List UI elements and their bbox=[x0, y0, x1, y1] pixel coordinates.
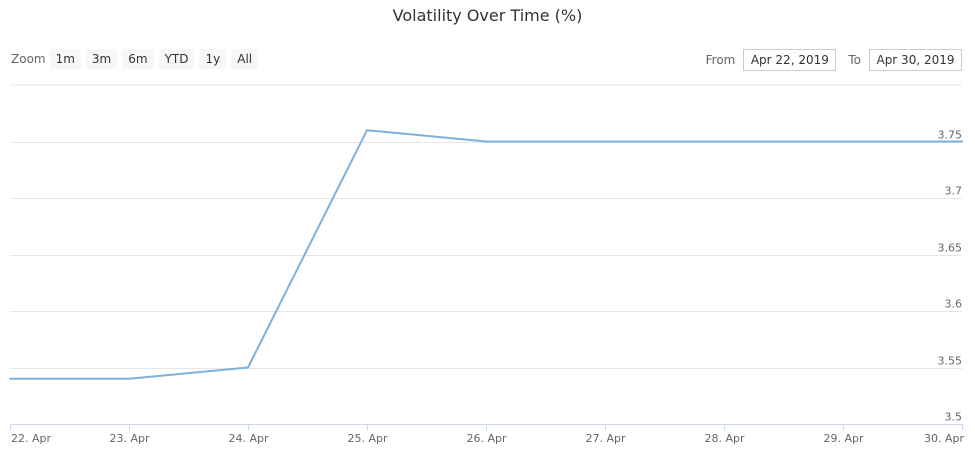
x-tick-label: 23. Apr bbox=[109, 432, 149, 445]
series-layer bbox=[9, 129, 963, 380]
x-tick-label: 26. Apr bbox=[466, 432, 506, 445]
x-tick-label: 30. Apr bbox=[924, 432, 964, 445]
zoom-button-3m[interactable]: 3m bbox=[85, 49, 118, 69]
zoom-button-ytd[interactable]: YTD bbox=[158, 49, 195, 69]
from-date-input[interactable] bbox=[743, 49, 837, 71]
zoom-button-6m[interactable]: 6m bbox=[122, 49, 154, 69]
to-label: To bbox=[848, 53, 861, 67]
x-tick-label: 28. Apr bbox=[704, 432, 744, 445]
x-tick-label: 25. Apr bbox=[347, 432, 387, 445]
y-tick-label: 3.6 bbox=[945, 298, 963, 311]
zoom-button-1y[interactable]: 1y bbox=[199, 49, 227, 69]
y-tick-label: 3.7 bbox=[945, 185, 963, 198]
series-line bbox=[9, 129, 963, 380]
zoom-button-all[interactable]: All bbox=[231, 49, 259, 69]
date-range-selector: From To bbox=[706, 48, 962, 72]
to-date-input[interactable] bbox=[869, 49, 962, 71]
y-tick-label: 3.55 bbox=[938, 355, 963, 368]
grid-lines bbox=[10, 142, 962, 369]
x-tick-label: 24. Apr bbox=[228, 432, 268, 445]
from-label: From bbox=[705, 53, 736, 67]
x-tick-label: 22. Apr bbox=[11, 432, 51, 445]
x-axis: 22. Apr 23. Apr 24. Apr 25. Apr 26. Apr 27. A… bbox=[10, 424, 964, 445]
zoom-button-1m[interactable]: 1m bbox=[49, 49, 81, 69]
chart-title: Volatility Over Time (%) bbox=[392, 6, 583, 25]
y-tick-label: 3.65 bbox=[938, 242, 963, 255]
zoom-label: Zoom bbox=[11, 52, 46, 66]
y-axis: 3.5 3.55 3.6 3.65 3.7 3.75 bbox=[938, 129, 963, 424]
y-tick-label: 3.5 bbox=[945, 411, 963, 424]
x-tick-label: 29. Apr bbox=[823, 432, 863, 445]
y-tick-label: 3.75 bbox=[938, 129, 963, 142]
zoom-selector: Zoom 1m 3m 6m YTD 1y All bbox=[11, 48, 263, 70]
x-tick-label: 27. Apr bbox=[585, 432, 625, 445]
